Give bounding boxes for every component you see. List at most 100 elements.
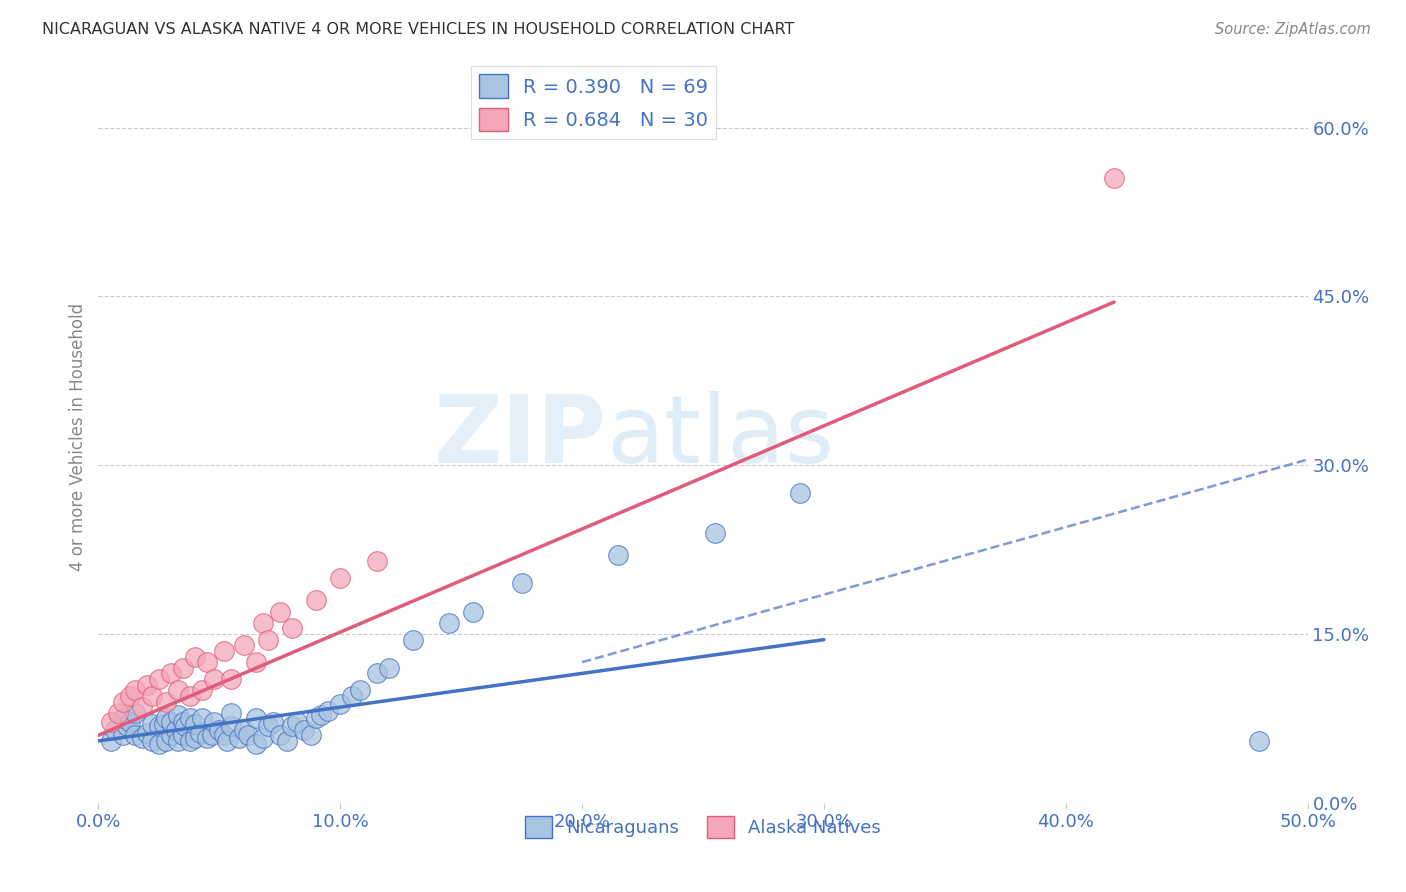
Point	[262, 714, 284, 729]
Point	[148, 672, 170, 686]
Point	[148, 719, 170, 733]
Point	[228, 731, 250, 745]
Point	[118, 689, 141, 703]
Point	[131, 700, 153, 714]
Point	[184, 717, 207, 731]
Point	[135, 726, 157, 740]
Point	[167, 734, 190, 748]
Point	[195, 655, 218, 669]
Point	[160, 728, 183, 742]
Point	[309, 708, 332, 723]
Point	[167, 708, 190, 723]
Text: Source: ZipAtlas.com: Source: ZipAtlas.com	[1215, 22, 1371, 37]
Point	[117, 719, 139, 733]
Point	[155, 694, 177, 708]
Point	[160, 714, 183, 729]
Point	[172, 714, 194, 729]
Point	[252, 731, 274, 745]
Point	[104, 723, 127, 737]
Point	[141, 717, 163, 731]
Point	[155, 734, 177, 748]
Point	[188, 726, 211, 740]
Point	[204, 672, 226, 686]
Point	[155, 711, 177, 725]
Text: ZIP: ZIP	[433, 391, 606, 483]
Point	[204, 714, 226, 729]
Text: atlas: atlas	[606, 391, 835, 483]
Point	[165, 723, 187, 737]
Point	[148, 737, 170, 751]
Y-axis label: 4 or more Vehicles in Household: 4 or more Vehicles in Household	[69, 303, 87, 571]
Point	[269, 728, 291, 742]
Point	[100, 734, 122, 748]
Point	[607, 548, 630, 562]
Point	[174, 719, 197, 733]
Point	[789, 486, 811, 500]
Point	[1249, 734, 1271, 748]
Point	[100, 714, 122, 729]
Point	[342, 689, 364, 703]
Point	[269, 605, 291, 619]
Point	[212, 728, 235, 742]
Point	[141, 689, 163, 703]
Point	[285, 714, 308, 729]
Point	[366, 554, 388, 568]
Point	[172, 661, 194, 675]
Point	[232, 638, 254, 652]
Point	[252, 615, 274, 630]
Point	[131, 731, 153, 745]
Point	[329, 571, 352, 585]
Point	[232, 723, 254, 737]
Point	[124, 683, 146, 698]
Point	[221, 719, 243, 733]
Point	[238, 728, 260, 742]
Point	[184, 649, 207, 664]
Point	[135, 678, 157, 692]
Point	[179, 689, 201, 703]
Point	[118, 714, 141, 729]
Point	[191, 683, 214, 698]
Point	[704, 525, 727, 540]
Point	[111, 711, 134, 725]
Point	[172, 728, 194, 742]
Point	[1102, 171, 1125, 186]
Point	[349, 683, 371, 698]
Point	[184, 731, 207, 745]
Point	[329, 697, 352, 711]
Point	[245, 737, 267, 751]
Point	[160, 666, 183, 681]
Point	[305, 593, 328, 607]
Point	[305, 711, 328, 725]
Point	[256, 719, 278, 733]
Point	[107, 706, 129, 720]
Point	[111, 728, 134, 742]
Point	[195, 731, 218, 745]
Point	[111, 694, 134, 708]
Point	[276, 734, 298, 748]
Point	[366, 666, 388, 681]
Point	[221, 672, 243, 686]
Point	[124, 706, 146, 720]
Point	[281, 719, 304, 733]
Legend: Nicaraguans, Alaska Natives: Nicaraguans, Alaska Natives	[517, 808, 889, 845]
Point	[212, 644, 235, 658]
Point	[299, 728, 322, 742]
Point	[221, 706, 243, 720]
Point	[191, 711, 214, 725]
Point	[510, 576, 533, 591]
Point	[463, 605, 485, 619]
Point	[256, 632, 278, 647]
Point	[281, 621, 304, 635]
Point	[179, 734, 201, 748]
Point	[124, 728, 146, 742]
Point	[141, 734, 163, 748]
Point	[437, 615, 460, 630]
Point	[245, 711, 267, 725]
Point	[402, 632, 425, 647]
Point	[167, 683, 190, 698]
Point	[208, 723, 231, 737]
Point	[201, 728, 224, 742]
Point	[152, 717, 174, 731]
Point	[316, 704, 339, 718]
Point	[292, 723, 315, 737]
